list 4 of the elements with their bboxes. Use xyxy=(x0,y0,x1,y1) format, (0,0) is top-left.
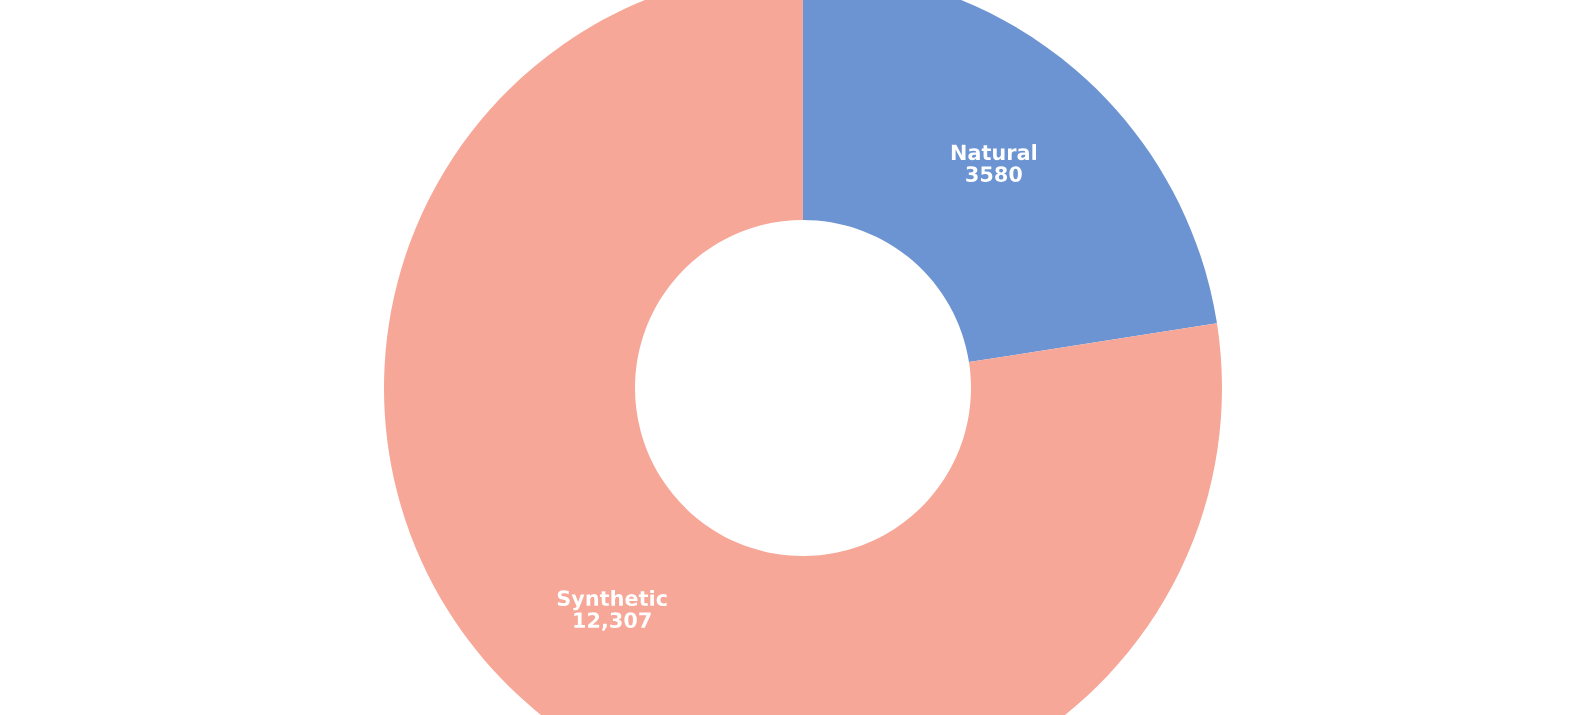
data-label: 3580 xyxy=(966,166,1022,182)
slice-label: Synthetic xyxy=(557,589,667,611)
data-label: 12,307 xyxy=(574,612,651,631)
slice-label: Natural xyxy=(951,144,1036,161)
